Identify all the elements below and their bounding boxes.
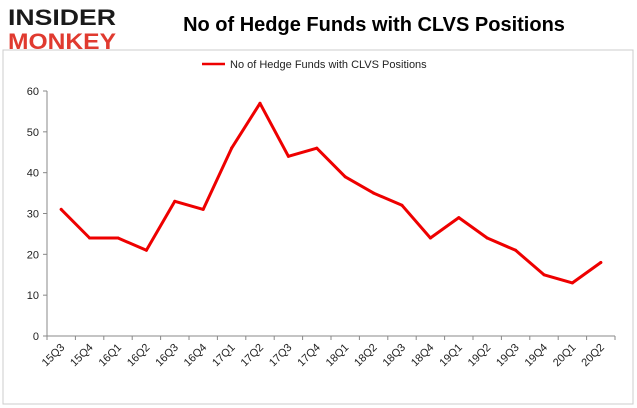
x-tick-label: 18Q2 xyxy=(352,342,380,370)
x-tick-label: 16Q1 xyxy=(97,342,125,370)
x-tick-label: 20Q2 xyxy=(579,342,607,370)
x-tick-label: 18Q3 xyxy=(381,342,409,370)
data-point xyxy=(144,248,148,252)
x-tick-label: 16Q2 xyxy=(125,342,153,370)
chart-frame xyxy=(2,49,634,405)
x-tick-label: 18Q1 xyxy=(324,342,352,370)
data-point xyxy=(201,207,205,211)
legend: No of Hedge Funds with CLVS Positions xyxy=(202,59,427,71)
data-point xyxy=(59,207,63,211)
x-tick-label: 17Q2 xyxy=(239,342,267,370)
data-point xyxy=(485,236,489,240)
data-point xyxy=(570,281,574,285)
data-point xyxy=(230,146,234,150)
x-tick-label: 18Q4 xyxy=(409,342,437,370)
data-point xyxy=(599,261,603,264)
data-point xyxy=(315,146,319,150)
x-tick-label: 19Q4 xyxy=(523,342,551,370)
data-point xyxy=(88,236,92,240)
x-tick-label: 19Q1 xyxy=(437,342,465,370)
data-point xyxy=(428,236,432,240)
data-point xyxy=(542,273,546,277)
data-point xyxy=(372,191,376,195)
legend-label: No of Hedge Funds with CLVS Positions xyxy=(230,59,427,71)
insider-monkey-logo: INSIDER MONKEY xyxy=(8,5,116,54)
data-point xyxy=(286,154,290,158)
data-point xyxy=(173,199,177,203)
y-tick-label: 50 xyxy=(27,127,39,139)
x-tick-label: 17Q1 xyxy=(210,342,238,370)
data-point xyxy=(258,101,262,105)
chart-title: No of Hedge Funds with CLVS Positions xyxy=(183,14,565,36)
y-tick-label: 10 xyxy=(27,290,39,302)
x-tick-label: 15Q3 xyxy=(40,342,68,370)
y-tick-label: 20 xyxy=(27,249,39,261)
y-tick-label: 60 xyxy=(27,86,39,98)
data-point xyxy=(457,216,461,220)
data-point xyxy=(343,175,347,179)
x-tick-label: 19Q2 xyxy=(466,342,494,370)
logo-line-1: INSIDER xyxy=(8,5,116,30)
data-point xyxy=(116,236,120,240)
y-tick-label: 40 xyxy=(27,168,39,180)
x-tick-label: 19Q3 xyxy=(494,342,522,370)
x-tick-label: 17Q3 xyxy=(267,342,295,370)
data-point xyxy=(400,203,404,207)
x-tick-label: 17Q4 xyxy=(295,342,323,370)
data-point xyxy=(514,248,518,252)
y-tick-label: 30 xyxy=(27,209,39,221)
x-tick-label: 16Q3 xyxy=(153,342,181,370)
x-tick-label: 15Q4 xyxy=(68,342,96,370)
y-tick-label: 0 xyxy=(33,331,39,343)
x-tick-label: 20Q1 xyxy=(551,342,579,370)
series-line xyxy=(59,101,603,285)
x-tick-label: 16Q4 xyxy=(182,342,210,370)
